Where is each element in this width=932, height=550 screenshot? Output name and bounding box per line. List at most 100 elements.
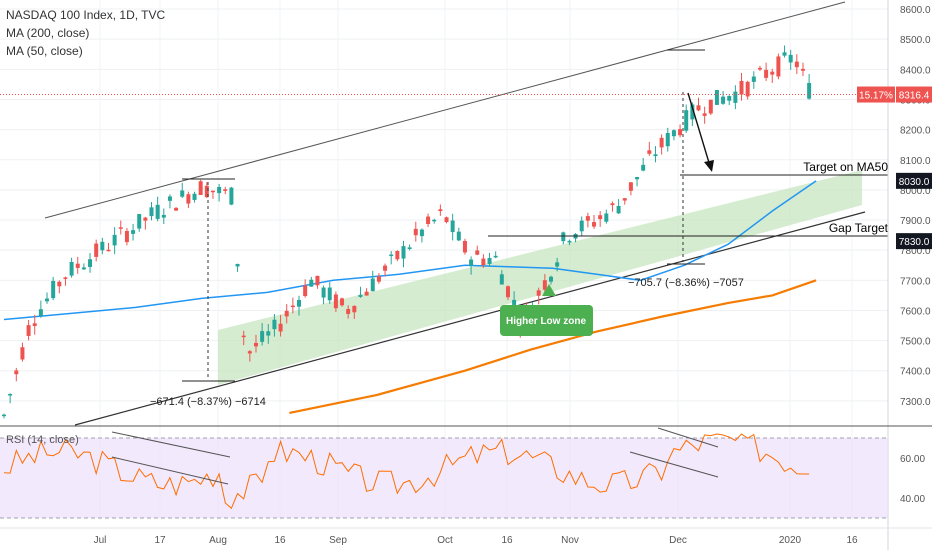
candle-up [635, 177, 640, 180]
candle-up [2, 414, 6, 417]
candle-up [309, 279, 314, 287]
candle-down [383, 265, 388, 271]
candle-down [26, 325, 31, 336]
candle-down [198, 181, 203, 196]
candle-up [266, 331, 271, 336]
symbol-title: NASDAQ 100 Index, 1D, TVC [6, 8, 166, 22]
price-tick-label: 7300.0 [900, 397, 931, 408]
price-tick-label: 8100.0 [900, 156, 931, 167]
ma200-line [289, 279, 817, 414]
price-tick-label: 7900.0 [900, 216, 931, 227]
candle-up [407, 247, 412, 250]
time-axis: Jul 17 Aug 16 Sep Oct 16 Nov Dec 2020 16 [0, 527, 932, 546]
candle-up [419, 229, 424, 237]
candle-up [721, 96, 726, 104]
candle-down [376, 276, 381, 282]
time-tick-label: Aug [209, 535, 227, 546]
candle-up [297, 299, 302, 307]
price-tick-label: 7700.0 [900, 276, 931, 287]
time-tick-label: Nov [561, 535, 579, 546]
candle-down [592, 222, 597, 227]
candle-down [794, 61, 799, 68]
candle-down [745, 81, 750, 97]
candle-up [167, 196, 172, 201]
candle-down [628, 182, 633, 191]
candle-up [180, 190, 185, 197]
arrow-head [704, 160, 714, 172]
candle-up [665, 133, 670, 147]
ma50-legend: MA (50, close) [6, 44, 83, 58]
candle-down [32, 323, 37, 326]
candle-down [800, 68, 805, 71]
candle-down [94, 243, 99, 257]
candle-up [100, 241, 105, 251]
candle-up [432, 219, 437, 222]
down-arrow [687, 92, 711, 167]
candle-down [253, 342, 258, 347]
ma200-legend: MA (200, close) [6, 26, 90, 40]
time-tick-label: Jul [94, 535, 107, 546]
candle-down [739, 80, 744, 95]
candle-up [555, 262, 560, 267]
rsi-line [3, 433, 810, 510]
time-tick-label: Sep [329, 535, 347, 546]
candle-up [8, 394, 13, 396]
price-tick-label: 8200.0 [900, 126, 931, 137]
candle-up [155, 204, 160, 219]
candle-up [235, 263, 240, 267]
candle-up [727, 96, 732, 101]
candle-up [81, 267, 86, 270]
candle-up [604, 213, 609, 222]
candle-up [217, 187, 222, 194]
candle-down [346, 308, 351, 314]
candle-down [757, 67, 762, 70]
percent-tag-label: 15.17% [859, 91, 893, 102]
percent-tag [857, 86, 895, 103]
candle-down [57, 281, 62, 287]
time-tick-label: 16 [274, 535, 286, 546]
gap-target-label: Gap Target [829, 221, 889, 235]
candle-up [450, 220, 455, 233]
candle-down [340, 298, 345, 306]
measure-left-label: −671.4 (−8.37%) −6714 [150, 396, 266, 408]
candle-up [38, 309, 43, 317]
candle-up [389, 254, 394, 257]
rsi-tick-label: 40.00 [900, 494, 925, 505]
price-tick-label: 8500.0 [900, 35, 931, 46]
candle-down [542, 280, 547, 290]
measure-right-label: −705.7 (−8.36%) −7057 [628, 277, 744, 289]
candle-up [456, 231, 461, 241]
candle-down [585, 216, 590, 221]
candle-down [438, 209, 443, 212]
candle-down [364, 291, 369, 296]
candle-up [579, 220, 584, 232]
candles [2, 45, 812, 419]
candle-down [124, 230, 129, 243]
price-tick-label: 8600.0 [900, 5, 931, 16]
time-tick-label: 16 [501, 535, 513, 546]
rsi-band [0, 438, 888, 518]
candle-up [161, 214, 166, 218]
candle-up [788, 54, 793, 63]
candle-down [106, 249, 111, 252]
current-price-label: 8316.4 [899, 91, 930, 102]
candle-up [370, 278, 375, 292]
candle-down [678, 129, 683, 136]
candle-down [210, 190, 215, 193]
price-tick-label: 7400.0 [900, 367, 931, 378]
candle-down [241, 335, 246, 338]
candle-up [88, 259, 93, 267]
target-ma50-label: Target on MA50 [803, 160, 888, 174]
higher-low-callout [500, 305, 593, 336]
candle-up [690, 104, 695, 120]
price-tag-label: 7830.0 [899, 237, 930, 248]
time-tick-label: 17 [154, 535, 166, 546]
candle-up [782, 52, 787, 56]
candle-down [764, 69, 769, 78]
callout-pointer [542, 284, 556, 296]
candle-down [63, 277, 68, 279]
candle-down [536, 290, 541, 296]
channel-upper-line [44, 1, 846, 219]
candle-down [290, 305, 295, 308]
